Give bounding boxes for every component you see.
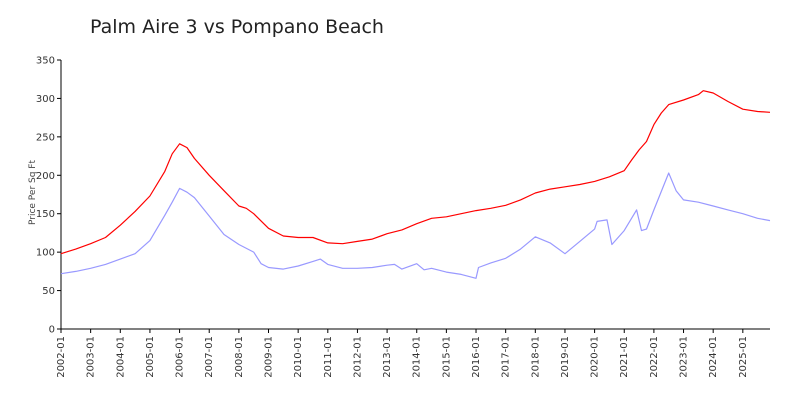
x-tick-label: 2015-01: [441, 336, 452, 378]
x-tick-label: 2016-01: [471, 336, 482, 378]
x-tick-label: 2017-01: [501, 336, 512, 378]
axes: 0 50 100 150 200 250 300 350 2002-01 2003-01 2004-…: [36, 56, 770, 378]
x-tick-label: 2022-01: [649, 336, 660, 378]
x-tick-label: 2018-01: [530, 336, 541, 378]
x-tick-label: 2006-01: [175, 336, 186, 378]
x-tick-label: 2013-01: [382, 336, 393, 378]
chart-title: Palm Aire 3 vs Pompano Beach: [90, 16, 384, 38]
y-tick-label: 0: [49, 325, 55, 336]
y-tick-label: 300: [36, 94, 55, 105]
x-tick-label: 2023-01: [679, 336, 690, 378]
x-tick-label: 2010-01: [293, 336, 304, 378]
series-line-1: [60, 90, 771, 255]
x-tick-label: 2021-01: [619, 336, 630, 378]
x-tick-label: 2019-01: [560, 336, 571, 378]
x-tick-label: 2002-01: [56, 336, 67, 378]
x-tick-label: 2005-01: [145, 336, 156, 378]
series-layer: [60, 90, 771, 279]
x-tick-label: 2004-01: [115, 336, 126, 378]
x-tick-label: 2025-01: [738, 336, 749, 378]
x-tick-label: 2009-01: [264, 336, 275, 378]
x-tick-label: 2020-01: [590, 336, 601, 378]
x-tick-label: 2014-01: [412, 336, 423, 378]
x-tick-label: 2007-01: [204, 336, 215, 378]
y-tick-label: 350: [36, 56, 55, 67]
y-tick-label: 250: [36, 132, 55, 143]
y-axis-label: Price Per Sq Ft: [28, 160, 38, 225]
y-tick-label: 200: [36, 171, 55, 182]
y-tick-label: 100: [36, 248, 55, 259]
x-tick-label: 2003-01: [86, 336, 97, 378]
y-tick-label: 150: [36, 209, 55, 220]
x-tick-label: 2024-01: [708, 336, 719, 378]
y-tick-label: 50: [42, 286, 55, 297]
x-tick-label: 2012-01: [352, 336, 363, 378]
x-tick-label: 2008-01: [234, 336, 245, 378]
x-tick-label: 2011-01: [323, 336, 334, 378]
series-line-2: [60, 172, 771, 279]
